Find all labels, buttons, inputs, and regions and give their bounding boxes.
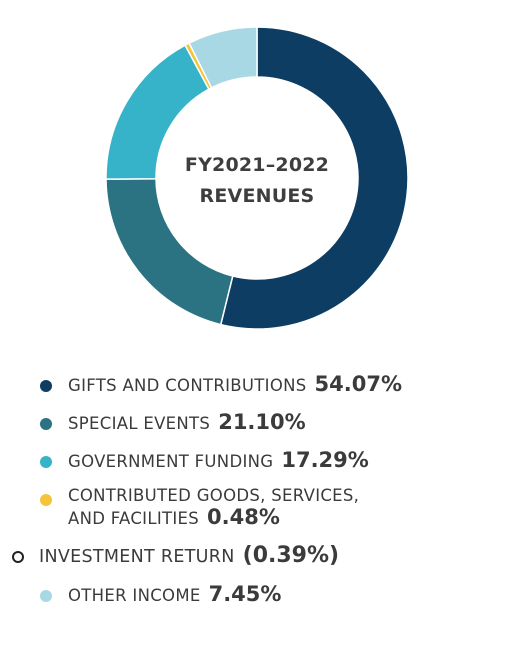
legend-item-contributed-goods: CONTRIBUTED GOODS, SERVICES, AND FACILIT…	[40, 486, 510, 529]
legend-value-government-funding: 17.29%	[281, 448, 369, 472]
legend-label-contributed-goods-line-2: AND FACILITIES	[68, 509, 200, 528]
legend-label-gifts: GIFTS AND CONTRIBUTIONS	[68, 376, 307, 395]
legend-label-other-income: OTHER INCOME	[68, 586, 201, 605]
legend-value-investment-return: (0.39%)	[242, 543, 340, 568]
legend-marker-special-events	[40, 418, 52, 430]
legend-label-special-events: SPECIAL EVENTS	[68, 414, 211, 433]
legend-label-government-funding: GOVERNMENT FUNDING	[68, 452, 274, 471]
legend-item-investment-return: INVESTMENT RETURN (0.39%)	[12, 543, 510, 568]
chart-title-line-2: REVENUES	[199, 185, 315, 207]
chart-title-line-1: FY2021–2022	[184, 154, 330, 176]
legend-label-investment-return: INVESTMENT RETURN	[39, 547, 235, 567]
legend-item-gifts: GIFTS AND CONTRIBUTIONS 54.07%	[40, 372, 510, 396]
revenue-donut-chart	[105, 26, 409, 330]
legend-item-other-income: OTHER INCOME 7.45%	[40, 582, 510, 606]
legend-value-other-income: 7.45%	[208, 582, 282, 606]
legend-value-special-events: 21.10%	[218, 410, 306, 434]
legend: GIFTS AND CONTRIBUTIONS 54.07% SPECIAL EV…	[12, 372, 510, 620]
legend-value-gifts: 54.07%	[314, 372, 403, 396]
chart-title: FY2021–2022 REVENUES	[157, 150, 357, 212]
legend-marker-gifts	[40, 380, 52, 392]
legend-item-special-events: SPECIAL EVENTS 21.10%	[40, 410, 510, 434]
legend-value-contributed-goods: 0.48%	[207, 505, 280, 529]
legend-marker-investment-return	[12, 551, 24, 563]
legend-marker-other-income	[40, 590, 52, 602]
donut-slice-0	[219, 26, 409, 330]
legend-label-contributed-goods-line-1: CONTRIBUTED GOODS, SERVICES,	[68, 486, 360, 505]
legend-item-government-funding: GOVERNMENT FUNDING 17.29%	[40, 448, 510, 472]
donut-slice-4	[188, 26, 258, 89]
legend-marker-government-funding	[40, 456, 52, 468]
legend-marker-contributed-goods	[40, 494, 52, 506]
